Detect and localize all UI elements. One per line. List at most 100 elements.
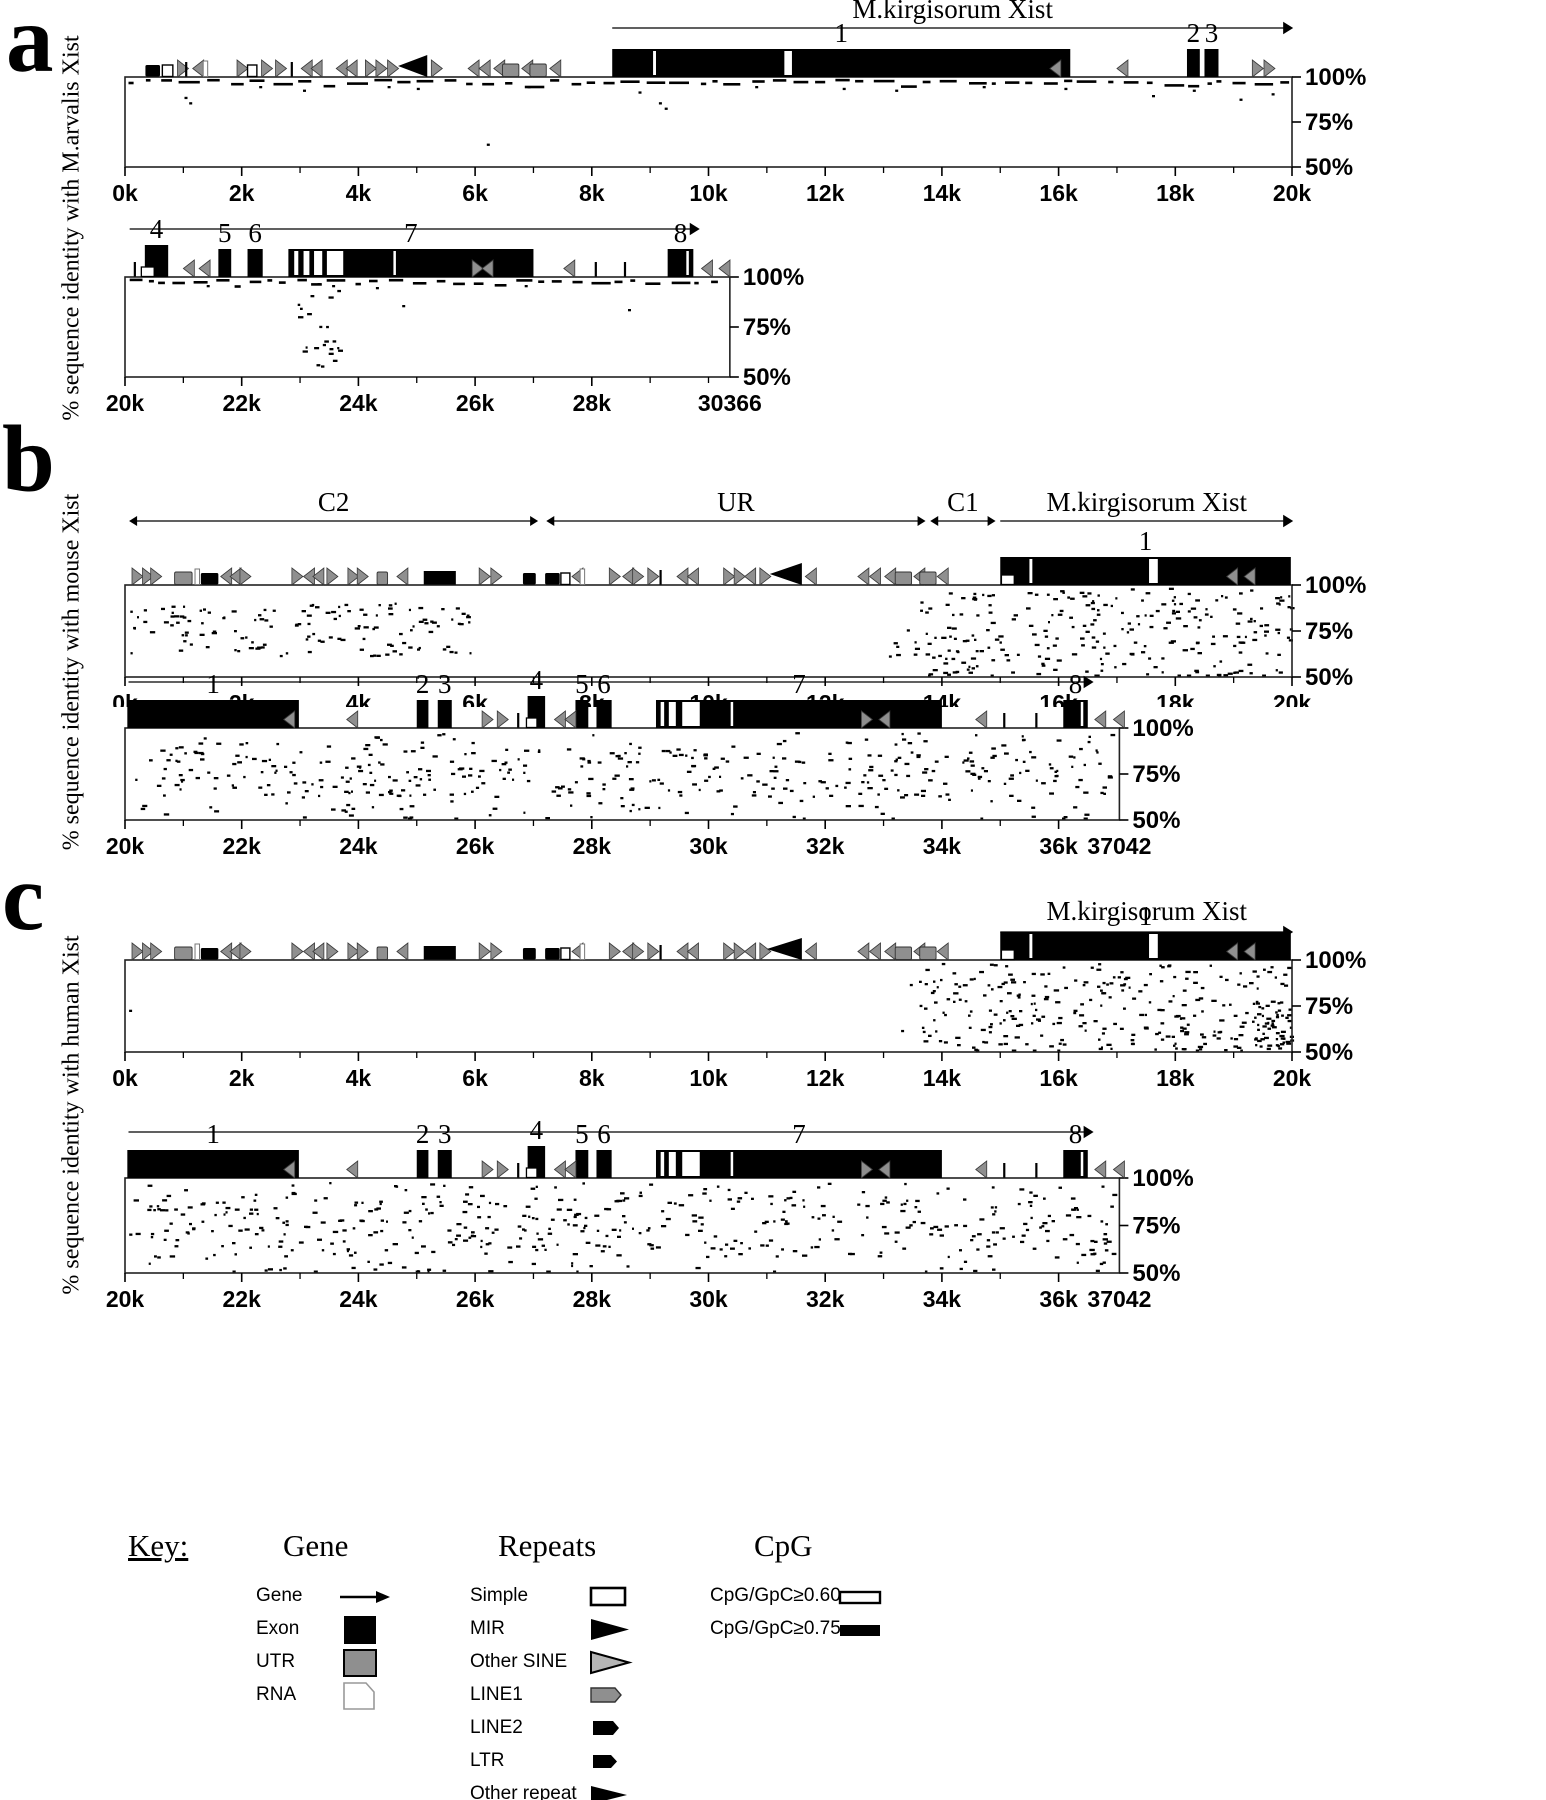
text-label: 20k xyxy=(1273,690,1312,707)
repeat-tick-icon xyxy=(1035,1163,1038,1178)
sine-repeat-icon xyxy=(312,567,325,586)
sine-repeat-icon xyxy=(356,942,369,961)
x-axis: 0k 2k 4k 6k 8k 10k 12k 14k 16k 18k 20k xyxy=(112,167,1311,206)
sine-repeat-icon xyxy=(467,59,480,78)
ltr-repeat-icon xyxy=(423,946,456,960)
sine-repeat-icon xyxy=(564,1160,577,1179)
key-item-label-line2-box: LINE2 xyxy=(470,1717,523,1738)
sine-repeat-icon xyxy=(346,710,359,729)
text-label: 6 xyxy=(597,1119,611,1149)
text-label: 1 xyxy=(206,1119,220,1149)
text-label: 12k xyxy=(806,1065,845,1091)
rna-shape-icon xyxy=(338,1682,394,1715)
text-label: 18k xyxy=(1156,690,1195,707)
sine-repeat-icon xyxy=(275,59,288,78)
sine-repeat-icon xyxy=(553,1160,566,1179)
text-label: 50% xyxy=(1305,1039,1353,1066)
mir-triangle-icon xyxy=(585,1616,641,1649)
text-label: 4 xyxy=(150,215,164,244)
sine-repeat-icon xyxy=(878,710,891,729)
text-label: 75% xyxy=(1132,1213,1180,1240)
sine-repeat-icon xyxy=(860,1160,874,1179)
scatter-points xyxy=(135,732,1116,820)
text-label: 75% xyxy=(1305,618,1353,645)
sine-repeat-icon xyxy=(150,567,163,586)
sine-repeat-icon xyxy=(430,59,443,78)
repeat-track xyxy=(283,1160,1125,1179)
mir-repeat-icon xyxy=(769,563,802,585)
text-label: 30k xyxy=(689,833,728,859)
sine-repeat-icon xyxy=(647,567,660,586)
x-axis: 20k 22k 24k 26k 28k 30k 32k 34k 36k 37042 xyxy=(106,820,1151,859)
exon-box-icon xyxy=(338,1616,394,1649)
text-label: 16k xyxy=(1039,180,1078,206)
text-label: 28k xyxy=(573,833,612,859)
gene-arrow-icon xyxy=(338,1583,394,1616)
sine-repeat-icon xyxy=(1243,567,1256,586)
exon-box-2: 2 xyxy=(416,1119,430,1178)
repeat-bar-icon xyxy=(202,60,209,77)
repeat-tick-icon xyxy=(659,570,662,585)
repeat-tick-icon xyxy=(517,1163,520,1178)
text-label: 14k xyxy=(923,1065,962,1091)
text-label: 37042 xyxy=(1087,1286,1151,1312)
identity-plot-row-a1: 0k 2k 4k 6k 8k 10k 12k 14k 16k 18k 20k 100% 75% 50% M.… xyxy=(112,0,1366,206)
identity-plot-row-b1: 0k 2k 4k 6k 8k 10k 12k 14k 16k 18k 20k100%75%50%C2… xyxy=(112,487,1366,707)
text-label: 6 xyxy=(248,218,262,248)
line2-repeat-icon xyxy=(145,65,161,77)
mir-repeat-icon xyxy=(398,55,428,77)
text-label: 75% xyxy=(1305,993,1353,1020)
repeat-tick-icon xyxy=(594,262,597,277)
text-label: 2 xyxy=(416,1119,430,1149)
repeat-tick-icon xyxy=(623,262,627,277)
identity-plot-row-c2: 20k 22k 24k 26k 28k 30k 32k 34k 36k 37042 100% 75% 5… xyxy=(106,1118,1194,1312)
key-header-gene: Gene xyxy=(283,1528,349,1563)
text-label: 32k xyxy=(806,833,845,859)
line1-repeat-icon xyxy=(894,946,913,960)
x-axis: 20k 22k 24k 26k 28k 30k 32k 34k 36k 37042 xyxy=(106,1273,1151,1312)
repeat-bar-icon xyxy=(579,943,586,960)
key-item-label-simple-box: Simple xyxy=(470,1585,529,1606)
text-label: 8k xyxy=(579,180,605,206)
ltr-box-icon xyxy=(585,1748,641,1781)
text-label: 22k xyxy=(223,1286,262,1312)
text-label: UR xyxy=(717,487,755,517)
text-label: 28k xyxy=(573,1286,612,1312)
exon-box-1: 1 xyxy=(127,1119,299,1178)
sine-repeat-icon xyxy=(632,567,645,586)
text-label: 6k xyxy=(462,180,488,206)
text-label: 4 xyxy=(530,668,544,695)
plot-box xyxy=(124,727,1121,821)
repeat-tick-icon xyxy=(185,62,188,77)
sine-repeat-icon xyxy=(478,567,491,586)
line2-repeat-icon xyxy=(200,573,219,585)
text-label: 3 xyxy=(438,669,452,699)
sine-repeat-icon xyxy=(718,259,731,278)
exon-box-2: 2 xyxy=(1187,18,1200,77)
sine-repeat-icon xyxy=(647,942,660,961)
sine-repeat-icon xyxy=(975,1160,988,1179)
cpg-mark xyxy=(140,266,155,278)
sine-repeat-icon xyxy=(496,710,509,729)
other-repeat-triangle-icon xyxy=(585,1781,641,1800)
y-axis: 100% 75% 50% xyxy=(1292,572,1366,691)
sine-repeat-icon xyxy=(936,567,949,586)
sine-repeat-icon xyxy=(396,567,409,586)
text-label: 100% xyxy=(743,264,804,291)
text-label: 30366 xyxy=(698,390,762,416)
exon-box-6: 6 xyxy=(247,218,263,277)
exon-box-8: 8 xyxy=(667,218,694,277)
sine-repeat-icon xyxy=(261,59,274,78)
text-label: 8 xyxy=(674,218,688,248)
sine-repeat-icon xyxy=(723,567,736,586)
cpg-mark xyxy=(525,717,538,729)
sine-repeat-icon xyxy=(239,942,252,961)
y-axis: 100% 75% 50% xyxy=(1119,1165,1194,1287)
sine-repeat-icon xyxy=(481,1160,494,1179)
sine-repeat-icon xyxy=(622,567,635,586)
sine-repeat-icon xyxy=(142,567,155,586)
text-label: 24k xyxy=(339,390,378,416)
sine-repeat-icon xyxy=(549,59,562,78)
text-label: 1 xyxy=(1139,901,1153,931)
